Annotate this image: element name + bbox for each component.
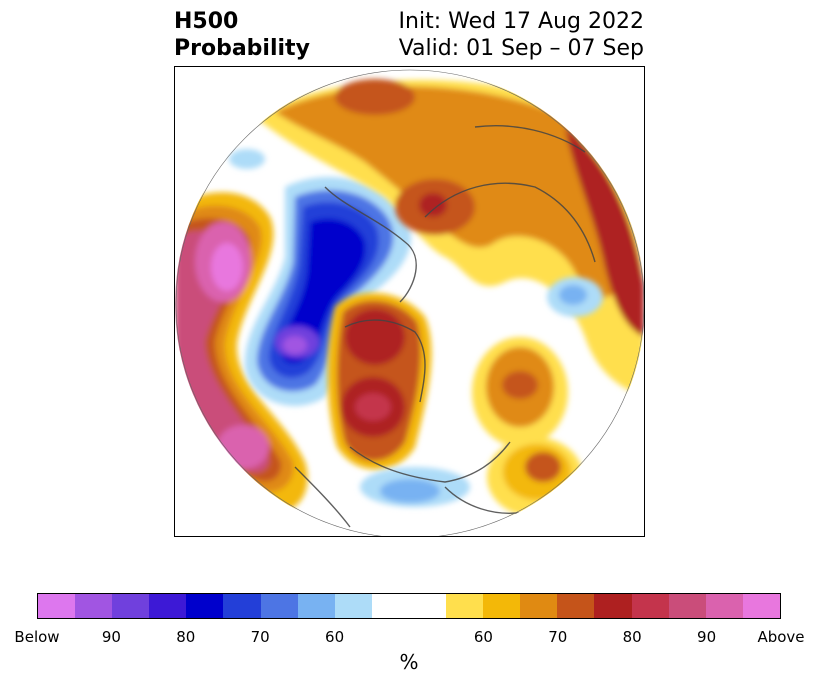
colorbar-tick-label: 70 bbox=[250, 628, 270, 646]
colorbar-tick-label: 60 bbox=[325, 628, 345, 646]
probability-map bbox=[174, 66, 645, 537]
title-line-1: H500 bbox=[174, 9, 239, 34]
colorbar-swatch bbox=[742, 594, 780, 618]
colorbar-units: % bbox=[399, 650, 419, 674]
colorbar-swatch bbox=[334, 594, 372, 618]
colorbar-swatch bbox=[371, 594, 447, 618]
asia-below-anomaly bbox=[547, 277, 603, 317]
valid-range: Valid: 01 Sep – 07 Sep bbox=[398, 36, 644, 61]
us-below-anomaly bbox=[360, 467, 470, 507]
colorbar-swatch bbox=[223, 594, 261, 618]
colorbar-swatch bbox=[557, 594, 595, 618]
colorbar bbox=[37, 593, 781, 619]
init-date: Init: Wed 17 Aug 2022 bbox=[398, 9, 644, 34]
colorbar-swatch bbox=[631, 594, 669, 618]
colorbar-tick-label: 90 bbox=[697, 628, 717, 646]
colorbar-swatch bbox=[668, 594, 706, 618]
coastlines bbox=[294, 125, 596, 528]
colorbar-swatch bbox=[38, 594, 76, 618]
colorbar-tick-label: 80 bbox=[176, 628, 196, 646]
colorbar-swatch bbox=[594, 594, 632, 618]
colorbar-swatch bbox=[112, 594, 150, 618]
map-title-variable: H500 Probability bbox=[174, 8, 310, 62]
colorbar-tick-label: 80 bbox=[622, 628, 642, 646]
title-line-2: Probability bbox=[174, 36, 310, 61]
canada-above-anomaly bbox=[327, 293, 432, 470]
colorbar-swatch bbox=[446, 594, 484, 618]
colorbar-swatch bbox=[483, 594, 521, 618]
colorbar-swatch bbox=[186, 594, 224, 618]
colorbar-swatch bbox=[705, 594, 743, 618]
colorbar-swatch bbox=[297, 594, 335, 618]
colorbar-tick-label: Above bbox=[757, 628, 805, 646]
map-title-dates: Init: Wed 17 Aug 2022 Valid: 01 Sep – 07… bbox=[399, 8, 644, 62]
colorbar-swatch bbox=[149, 594, 187, 618]
colorbar-swatch bbox=[260, 594, 298, 618]
colorbar-swatch bbox=[520, 594, 558, 618]
alaska-below-anomaly bbox=[229, 149, 411, 406]
hemisphere-disk bbox=[175, 69, 644, 536]
colorbar-tick-label: 70 bbox=[548, 628, 568, 646]
eurasia-above-anomaly bbox=[255, 79, 644, 397]
colorbar-tick-label: 60 bbox=[473, 628, 493, 646]
map-svg bbox=[175, 69, 644, 536]
colorbar-tick-label: Below bbox=[14, 628, 60, 646]
colorbar-swatch bbox=[75, 594, 113, 618]
colorbar-tick-label: 90 bbox=[101, 628, 121, 646]
